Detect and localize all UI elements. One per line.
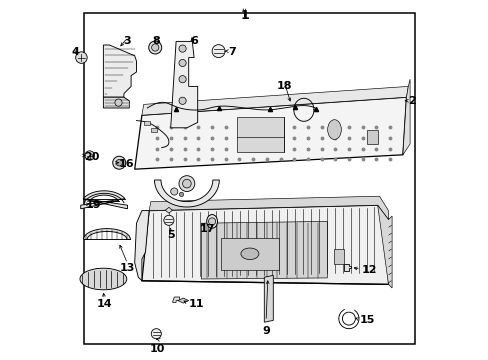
Polygon shape: [149, 196, 387, 220]
Polygon shape: [134, 97, 406, 169]
Circle shape: [342, 312, 355, 325]
Circle shape: [179, 76, 186, 83]
Circle shape: [113, 156, 125, 169]
Polygon shape: [142, 86, 407, 115]
Polygon shape: [134, 211, 149, 281]
Polygon shape: [178, 298, 188, 303]
Bar: [366, 130, 377, 144]
Bar: [151, 128, 156, 132]
Polygon shape: [103, 97, 129, 108]
Text: 4: 4: [72, 47, 80, 57]
Ellipse shape: [206, 215, 217, 228]
Polygon shape: [264, 275, 273, 322]
Text: 19: 19: [86, 200, 102, 210]
Polygon shape: [165, 207, 172, 213]
Text: 8: 8: [152, 36, 160, 46]
Circle shape: [179, 97, 186, 104]
Circle shape: [151, 329, 161, 339]
Text: 14: 14: [96, 299, 112, 309]
Circle shape: [170, 188, 178, 195]
Polygon shape: [154, 180, 219, 207]
Ellipse shape: [327, 120, 341, 139]
Circle shape: [85, 151, 94, 160]
Circle shape: [151, 44, 159, 51]
Ellipse shape: [241, 248, 258, 260]
Ellipse shape: [80, 268, 126, 290]
Polygon shape: [201, 221, 326, 279]
Circle shape: [338, 309, 358, 329]
Circle shape: [179, 176, 194, 192]
Text: 10: 10: [149, 344, 165, 354]
Polygon shape: [81, 191, 127, 209]
Text: 1: 1: [240, 9, 248, 22]
Text: 6: 6: [190, 36, 198, 46]
Bar: [144, 121, 150, 125]
Circle shape: [179, 45, 186, 52]
Polygon shape: [103, 45, 136, 97]
Circle shape: [116, 159, 122, 166]
Polygon shape: [142, 205, 387, 284]
Polygon shape: [377, 205, 391, 288]
Text: 12: 12: [361, 265, 376, 275]
Text: 20: 20: [84, 152, 100, 162]
Polygon shape: [170, 41, 197, 128]
Text: 3: 3: [123, 36, 131, 46]
Text: 11: 11: [188, 299, 204, 309]
Text: 2: 2: [407, 96, 415, 106]
Circle shape: [179, 59, 186, 67]
Text: 9: 9: [262, 326, 269, 336]
Text: 7: 7: [228, 47, 236, 57]
Text: 17: 17: [199, 224, 215, 234]
Text: 13: 13: [120, 263, 135, 273]
Text: 5: 5: [166, 230, 174, 240]
Circle shape: [76, 52, 87, 63]
Polygon shape: [343, 264, 351, 271]
Circle shape: [115, 99, 122, 106]
Circle shape: [179, 192, 183, 197]
Polygon shape: [172, 297, 179, 302]
Polygon shape: [83, 229, 130, 239]
Circle shape: [182, 179, 191, 188]
Bar: [221, 238, 278, 270]
Text: 15: 15: [359, 315, 374, 325]
Text: 16: 16: [118, 159, 134, 169]
Circle shape: [163, 215, 174, 225]
Text: 18: 18: [276, 81, 291, 91]
Circle shape: [208, 218, 215, 225]
Circle shape: [212, 45, 224, 58]
Bar: [237, 117, 284, 152]
Circle shape: [148, 41, 162, 54]
Polygon shape: [402, 79, 409, 155]
Bar: [333, 249, 343, 264]
